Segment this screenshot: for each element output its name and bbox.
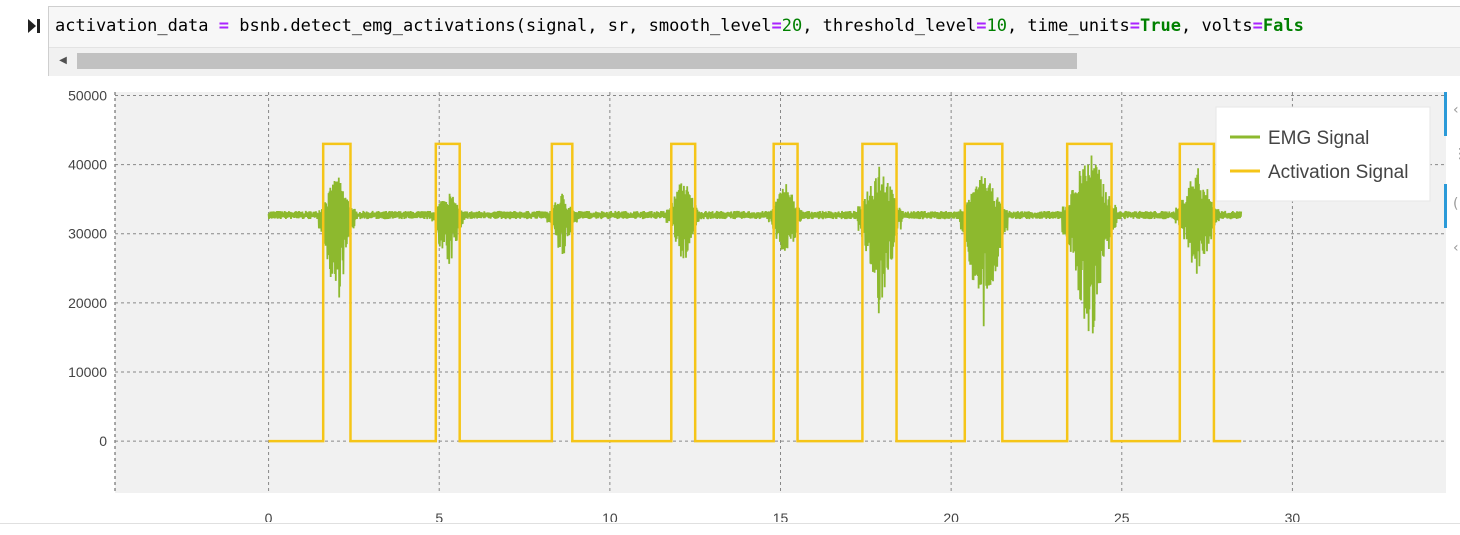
code-token: = — [1252, 16, 1263, 36]
toolbar-chevron-2-icon[interactable]: ‹ — [1453, 240, 1459, 256]
scroll-left-arrow-icon[interactable]: ◀ — [59, 55, 67, 66]
code-token: activation_data — [55, 16, 219, 36]
toolbar-accent-top — [1444, 92, 1447, 136]
toolbar-menu-icon[interactable]: ⋮ — [1453, 146, 1460, 162]
x-tick-label: 25 — [1114, 510, 1130, 522]
code-token: 10 — [986, 16, 1007, 36]
code-cell[interactable]: activation_data = bsnb.detect_emg_activa… — [48, 6, 1460, 76]
code-token: , threshold_level — [802, 16, 977, 36]
code-token: = — [218, 16, 230, 36]
cell-divider — [0, 523, 1460, 524]
toolbar-paren-icon[interactable]: ( — [1453, 196, 1459, 212]
emg-signal-line — [267, 155, 1243, 334]
toolbar-chevron-icon[interactable]: ‹ — [1453, 102, 1459, 118]
code-token: Fals — [1262, 16, 1304, 36]
scrollbar-thumb[interactable] — [77, 53, 1077, 69]
x-tick-label: 15 — [773, 510, 789, 522]
horizontal-scrollbar[interactable]: ◀ — [49, 47, 1460, 76]
y-tick-label: 50000 — [68, 87, 107, 103]
x-tick-label: 10 — [602, 510, 618, 522]
emg-chart: 0 10000 20000 30000 40000 50000 0 5 10 15 20 25 30 EM… — [68, 87, 1446, 526]
y-tick-label: 30000 — [68, 226, 107, 242]
code-token: bsnb.detect_emg_activations(signal, sr, … — [229, 16, 772, 36]
code-token: , volts — [1180, 16, 1253, 36]
x-tick-label: 20 — [943, 510, 959, 522]
code-line[interactable]: activation_data = bsnb.detect_emg_activa… — [55, 16, 1304, 36]
y-tick-label: 20000 — [68, 295, 107, 311]
legend-label: EMG Signal — [1268, 128, 1369, 149]
legend-box — [1215, 106, 1431, 202]
legend-label: Activation Signal — [1268, 162, 1408, 183]
y-tick-label: 10000 — [68, 364, 107, 380]
toolbar-accent-bottom — [1444, 184, 1447, 228]
code-token: , time_units — [1006, 16, 1130, 36]
code-token: = — [1129, 16, 1141, 36]
run-cell-icon[interactable] — [26, 16, 42, 36]
code-token: True — [1140, 16, 1181, 36]
code-token: 20 — [781, 16, 803, 36]
y-tick-label: 40000 — [68, 157, 107, 173]
y-tick-label: 0 — [99, 433, 107, 449]
code-token: = — [771, 16, 782, 36]
x-tick-label: 30 — [1285, 510, 1301, 522]
code-token: = — [976, 16, 987, 36]
plot-output: 0 10000 20000 30000 40000 50000 0 5 10 15 20 25 30 EM… — [0, 82, 1460, 526]
activation-signal-line — [268, 142, 1242, 443]
x-tick-label: 5 — [435, 510, 443, 522]
x-tick-label: 0 — [265, 510, 273, 522]
